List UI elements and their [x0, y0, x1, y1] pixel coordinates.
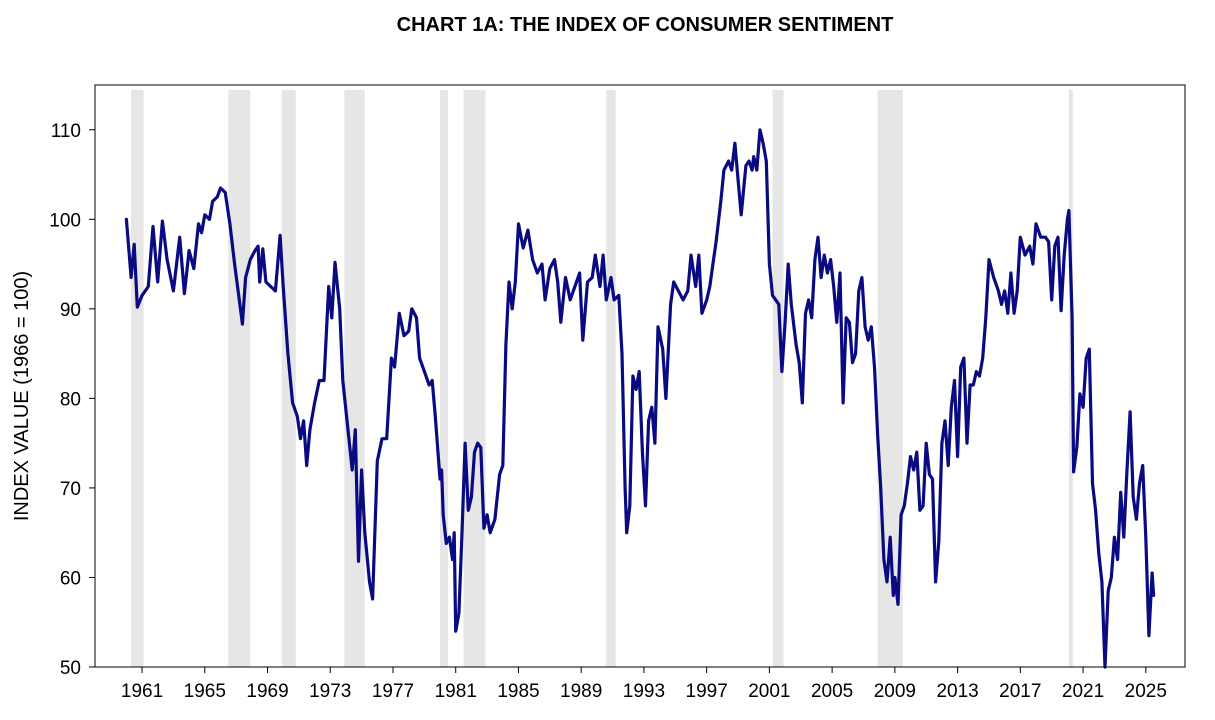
x-tick-label: 1981 [435, 681, 477, 702]
x-tick-label: 2001 [748, 681, 790, 702]
x-tick-label: 1993 [623, 681, 665, 702]
y-tick-label: 110 [51, 121, 81, 142]
plot-frame [94, 84, 1186, 668]
x-tick-label: 2013 [936, 681, 978, 702]
x-tick-label: 1977 [372, 681, 414, 702]
x-tick-label: 2025 [1125, 681, 1167, 702]
x-axis-ticks: 1961 1965 1969 1973 1977 1981 1985 1989 1993 1997… [121, 667, 1167, 702]
x-tick-label: 1961 [121, 681, 163, 702]
recession-band [606, 90, 616, 667]
chart-title: CHART 1A: THE INDEX OF CONSUMER SENTIMEN… [396, 14, 894, 36]
recession-bands [131, 90, 1073, 667]
series-line [124, 128, 1156, 669]
y-axis-ticks: 50 60 70 80 90 100 110 [49, 121, 95, 679]
x-tick-label: 1985 [497, 681, 539, 702]
x-tick-label: 1997 [686, 681, 728, 702]
y-tick-label: 90 [60, 300, 81, 321]
y-tick-label: 100 [49, 210, 81, 231]
y-tick-label: 70 [60, 479, 81, 500]
x-tick-label: 1969 [246, 681, 288, 702]
x-tick-label: 2017 [999, 681, 1041, 702]
recession-band [131, 90, 144, 667]
recession-band [463, 90, 486, 667]
recession-band [440, 90, 448, 667]
recession-band [772, 90, 784, 667]
y-tick-label: 50 [60, 658, 81, 679]
x-tick-label: 2009 [874, 681, 916, 702]
x-tick-label: 1973 [309, 681, 351, 702]
x-tick-label: 2021 [1062, 681, 1104, 702]
y-tick-label: 60 [60, 568, 81, 589]
x-tick-label: 1965 [184, 681, 226, 702]
recession-band [344, 90, 365, 667]
x-tick-label: 1989 [560, 681, 602, 702]
y-tick-label: 80 [60, 389, 81, 410]
x-tick-label: 2005 [811, 681, 853, 702]
recession-band [228, 90, 251, 667]
y-axis-title: INDEX VALUE (1966 = 100) [11, 271, 33, 521]
recession-band [1068, 90, 1073, 667]
